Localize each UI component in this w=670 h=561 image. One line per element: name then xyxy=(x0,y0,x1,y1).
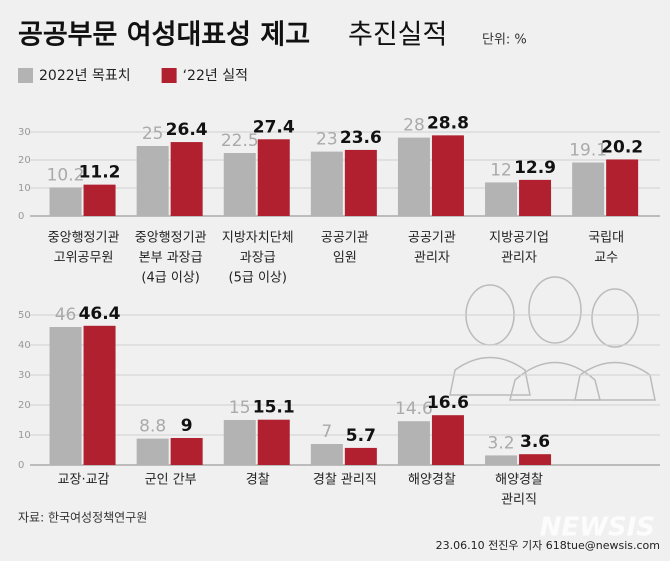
x-tick-label: 해양경찰 xyxy=(495,473,543,488)
credit: 23.06.10 전진우 기자 618tue@newsis.com xyxy=(436,539,660,552)
bar xyxy=(344,149,377,216)
value-label: 19.1 xyxy=(569,141,607,161)
watermark: NEWSIS xyxy=(540,513,655,543)
value-label: 8.8 xyxy=(139,417,166,437)
bar xyxy=(344,447,377,465)
source: 자료: 한국여성정책연구원 xyxy=(18,510,147,525)
bar xyxy=(223,420,256,465)
bar xyxy=(223,153,256,216)
value-label: 12.9 xyxy=(514,158,556,178)
bar xyxy=(572,162,605,216)
x-tick-label: 본부 과장급 xyxy=(139,251,203,266)
bar xyxy=(170,142,203,216)
x-tick-label: 고위공무원 xyxy=(54,251,114,266)
y-tick-label: 30 xyxy=(18,370,31,381)
bar xyxy=(431,415,464,465)
value-label: 46 xyxy=(55,305,77,325)
y-tick-label: 0 xyxy=(18,460,24,471)
y-tick-label: 20 xyxy=(18,155,31,166)
y-tick-label: 0 xyxy=(18,211,24,222)
legend-swatch xyxy=(18,68,33,83)
x-tick-label: (5급 이상) xyxy=(229,271,287,286)
x-tick-label: 공공기관 xyxy=(321,231,369,246)
bar xyxy=(257,139,290,216)
x-tick-label: 중앙행정기관 xyxy=(48,230,120,246)
value-label: 11.2 xyxy=(79,163,121,183)
bar xyxy=(397,421,430,465)
value-label: 12 xyxy=(490,160,512,180)
y-tick-label: 10 xyxy=(18,183,31,194)
x-tick-label: 교장·교감 xyxy=(58,473,110,488)
legend-label: ‘22년 실적 xyxy=(183,68,248,84)
bar xyxy=(83,184,116,216)
bar xyxy=(49,187,82,216)
value-label: 22.5 xyxy=(221,131,259,151)
x-tick-label: 국립대 xyxy=(588,231,624,246)
x-tick-label: 경찰 xyxy=(246,473,270,488)
y-tick-label: 10 xyxy=(18,430,31,441)
x-tick-label: 관리자 xyxy=(501,251,537,266)
title: 공공부문 여성대표성 제고 xyxy=(18,20,310,51)
value-label: 27.4 xyxy=(253,117,295,137)
bar xyxy=(485,182,518,216)
value-label: 28.8 xyxy=(427,113,469,133)
legend-swatch xyxy=(161,68,177,83)
x-tick-label: 군인 간부 xyxy=(145,473,197,488)
bar xyxy=(485,455,518,465)
bar xyxy=(310,151,343,216)
bar xyxy=(519,179,552,216)
x-tick-label: 지방공기업 xyxy=(489,231,549,246)
legend-label: 2022년 목표치 xyxy=(39,68,131,84)
bar xyxy=(431,135,464,216)
value-label: 23 xyxy=(316,130,338,150)
x-tick-label: 관리자 xyxy=(414,251,450,266)
value-label: 3.6 xyxy=(520,432,550,452)
bar xyxy=(257,419,290,465)
x-tick-label: 중앙행정기관 xyxy=(135,230,207,246)
x-tick-label: 임원 xyxy=(333,251,357,266)
value-label: 28 xyxy=(403,116,425,136)
value-label: 16.6 xyxy=(427,393,469,413)
x-tick-label: 지방자치단체 xyxy=(222,231,294,246)
bar xyxy=(606,159,639,216)
bar xyxy=(83,325,116,465)
value-label: 7 xyxy=(321,422,332,442)
value-label: 23.6 xyxy=(340,128,382,148)
value-label: 25 xyxy=(142,124,164,144)
x-tick-label: 과장급 xyxy=(240,251,276,266)
y-tick-label: 50 xyxy=(18,310,31,321)
value-label: 10.2 xyxy=(47,165,85,185)
subtitle: 추진실적 xyxy=(348,20,447,51)
bar xyxy=(397,137,430,216)
x-tick-label: 관리직 xyxy=(501,493,537,508)
value-label: 3.2 xyxy=(488,433,515,453)
value-label: 26.4 xyxy=(166,120,208,140)
value-label: 9 xyxy=(181,416,193,436)
value-label: 5.7 xyxy=(346,426,376,446)
bar xyxy=(136,146,169,216)
unit: 단위: % xyxy=(482,33,527,48)
bar xyxy=(136,438,169,465)
value-label: 15 xyxy=(229,398,251,418)
bar xyxy=(170,438,203,465)
x-tick-label: 경찰 관리직 xyxy=(313,473,377,488)
y-tick-label: 30 xyxy=(18,127,31,138)
x-tick-label: 해양경찰 xyxy=(408,473,456,488)
value-label: 14.6 xyxy=(395,399,433,419)
bar xyxy=(310,444,343,465)
y-tick-label: 20 xyxy=(18,400,31,411)
value-label: 20.2 xyxy=(601,137,643,157)
y-tick-label: 40 xyxy=(18,340,31,351)
value-label: 46.4 xyxy=(79,304,121,324)
x-tick-label: (4급 이상) xyxy=(141,271,199,286)
x-tick-label: 교수 xyxy=(594,251,618,266)
bar xyxy=(49,327,82,465)
value-label: 15.1 xyxy=(253,398,295,418)
x-tick-label: 공공기관 xyxy=(408,231,456,246)
bar xyxy=(519,454,552,465)
